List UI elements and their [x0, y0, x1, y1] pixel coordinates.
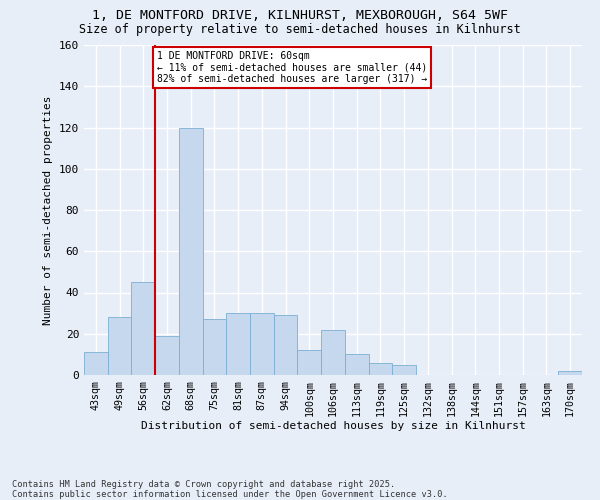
X-axis label: Distribution of semi-detached houses by size in Kilnhurst: Distribution of semi-detached houses by …: [140, 422, 526, 432]
Text: Size of property relative to semi-detached houses in Kilnhurst: Size of property relative to semi-detach…: [79, 22, 521, 36]
Bar: [84, 352, 108, 375]
Bar: [250, 313, 274, 375]
Text: 1, DE MONTFORD DRIVE, KILNHURST, MEXBOROUGH, S64 5WF: 1, DE MONTFORD DRIVE, KILNHURST, MEXBORO…: [92, 9, 508, 22]
Bar: [392, 364, 416, 375]
Bar: [321, 330, 345, 375]
Bar: [368, 362, 392, 375]
Bar: [131, 282, 155, 375]
Bar: [298, 350, 321, 375]
Bar: [345, 354, 368, 375]
Bar: [558, 371, 582, 375]
Bar: [108, 318, 131, 375]
Y-axis label: Number of semi-detached properties: Number of semi-detached properties: [43, 95, 53, 325]
Text: Contains HM Land Registry data © Crown copyright and database right 2025.
Contai: Contains HM Land Registry data © Crown c…: [12, 480, 448, 499]
Bar: [203, 320, 226, 375]
Bar: [155, 336, 179, 375]
Text: 1 DE MONTFORD DRIVE: 60sqm
← 11% of semi-detached houses are smaller (44)
82% of: 1 DE MONTFORD DRIVE: 60sqm ← 11% of semi…: [157, 51, 427, 84]
Bar: [274, 315, 298, 375]
Bar: [179, 128, 203, 375]
Bar: [226, 313, 250, 375]
